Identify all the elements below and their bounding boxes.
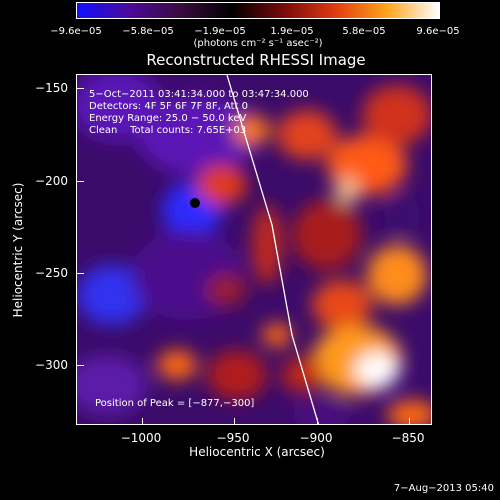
x-tick-mark <box>409 418 410 424</box>
clean-counts-label: Clean Total counts: 7.65E+03 <box>89 125 247 136</box>
rhessi-image-plot: 5−Oct−2011 03:41:34.000 to 03:47:34.000 … <box>76 74 432 425</box>
colorbar-tick: 1.9e−05 <box>270 26 314 37</box>
x-tick-mark <box>234 418 235 424</box>
time-range-label: 5−Oct−2011 03:41:34.000 to 03:47:34.000 <box>89 89 309 100</box>
minimum-marker <box>190 198 200 208</box>
heatmap-image <box>77 75 431 424</box>
colorbar-tick: 9.6e−05 <box>416 26 460 37</box>
x-tick-label: −950 <box>216 431 250 445</box>
x-tick-label: −850 <box>391 431 425 445</box>
detectors-label: Detectors: 4F 5F 6F 7F 8F, Att 0 <box>89 101 249 112</box>
colorbar-tick: 5.8e−05 <box>342 26 386 37</box>
x-tick-label: −1000 <box>120 431 162 445</box>
colorbar <box>76 2 440 19</box>
colorbar-tick: −1.9e−05 <box>194 26 246 37</box>
colorbar-tick: −5.8e−05 <box>122 26 174 37</box>
y-tick-label: −250 <box>35 266 68 280</box>
x-tick-mark <box>317 418 318 424</box>
y-tick-mark <box>77 273 84 274</box>
y-tick-label: −150 <box>35 81 68 95</box>
y-tick-mark <box>77 181 84 182</box>
y-tick-mark <box>77 88 84 89</box>
energy-range-label: Energy Range: 25.0 − 50.0 keV <box>89 113 247 124</box>
image-title: Reconstructed RHESSI Image <box>146 51 366 69</box>
y-axis-label: Heliocentric Y (arcsec) <box>11 182 25 318</box>
peak-position-label: Position of Peak = [−877,−300] <box>95 398 255 409</box>
y-tick-label: −200 <box>35 174 68 188</box>
generation-timestamp: 7−Aug−2013 05:40 <box>393 483 494 494</box>
solar-limb-line <box>226 75 320 424</box>
x-tick-label: −900 <box>299 431 333 445</box>
colorbar-tick: −9.6e−05 <box>50 26 102 37</box>
x-tick-mark <box>142 418 143 424</box>
x-axis-label: Heliocentric X (arcsec) <box>189 445 325 459</box>
y-tick-label: −300 <box>35 358 68 372</box>
y-tick-mark <box>77 365 84 366</box>
colorbar-unit-label: (photons cm⁻² s⁻¹ asec⁻²) <box>193 38 323 49</box>
